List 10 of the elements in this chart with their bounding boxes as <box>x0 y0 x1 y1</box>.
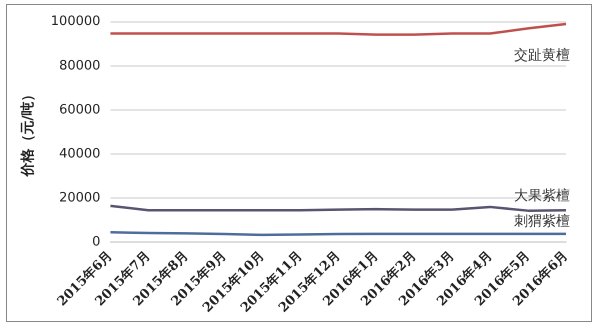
y-tick-label: 0 <box>92 234 100 250</box>
y-axis-title: 价格（元/吨） <box>20 87 36 178</box>
y-tick-label: 60000 <box>59 102 100 118</box>
y-tick-label: 20000 <box>59 190 100 206</box>
series-label: 刺猬紫檀 <box>514 213 570 230</box>
series-label: 交趾黄檀 <box>514 48 570 64</box>
series-label: 大果紫檀 <box>514 188 570 204</box>
y-tick-label: 100000 <box>50 14 100 30</box>
y-tick-label: 40000 <box>59 146 100 162</box>
y-tick-label: 80000 <box>59 58 100 74</box>
